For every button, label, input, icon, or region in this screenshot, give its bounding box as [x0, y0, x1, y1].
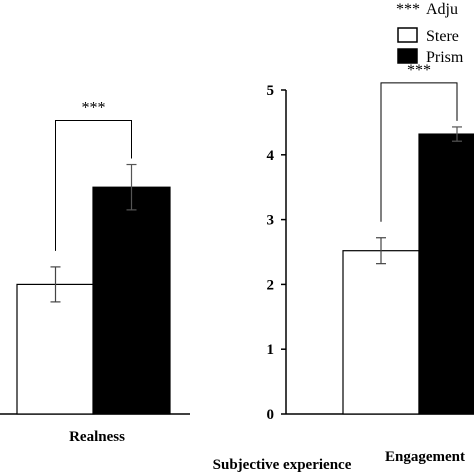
- category-label-engagement: Engagement: [385, 449, 465, 465]
- significance-label-engagement: ***: [407, 62, 431, 79]
- bar-engagement-stereo: [342, 250, 420, 415]
- error-bar-engagement-stereo: [376, 237, 386, 265]
- y-tick-label-1: 1: [267, 342, 275, 358]
- error-bar-realness-prism: [126, 163, 137, 211]
- y-tick-label-5: 5: [267, 83, 275, 99]
- panel-engagement: 0 1 2 3 4 5 *** Engagement: [267, 62, 474, 465]
- panel-realness: *** Realness: [0, 100, 190, 445]
- legend-label-significance: Adju: [426, 1, 458, 18]
- y-tick-label-3: 3: [267, 213, 275, 229]
- legend-label-stereo: Stere: [426, 28, 459, 45]
- y-tick-label-0: 0: [267, 407, 275, 423]
- x-axis-title: Subjective experience: [213, 457, 352, 473]
- bar-realness-prism: [92, 186, 171, 415]
- y-ticks-engagement: 0 1 2 3 4 5: [267, 83, 286, 423]
- error-bar-engagement-prism: [452, 126, 462, 142]
- legend-swatch-prism: [397, 48, 418, 64]
- significance-label-realness: ***: [82, 100, 106, 117]
- bar-realness-stereo: [16, 283, 95, 415]
- significance-bracket-realness: [55, 120, 132, 251]
- y-tick-label-2: 2: [267, 277, 275, 293]
- legend-swatch-stereo: [397, 27, 418, 43]
- legend: *** Adju Stere Prism: [396, 1, 464, 66]
- significance-bracket-engagement: [380, 82, 458, 222]
- bar-engagement-prism: [418, 133, 474, 415]
- error-bar-realness-stereo: [50, 266, 61, 303]
- legend-label-prism: Prism: [426, 49, 464, 66]
- y-tick-label-4: 4: [267, 148, 275, 164]
- legend-marker-significance: ***: [396, 1, 420, 18]
- category-label-realness: Realness: [69, 429, 125, 445]
